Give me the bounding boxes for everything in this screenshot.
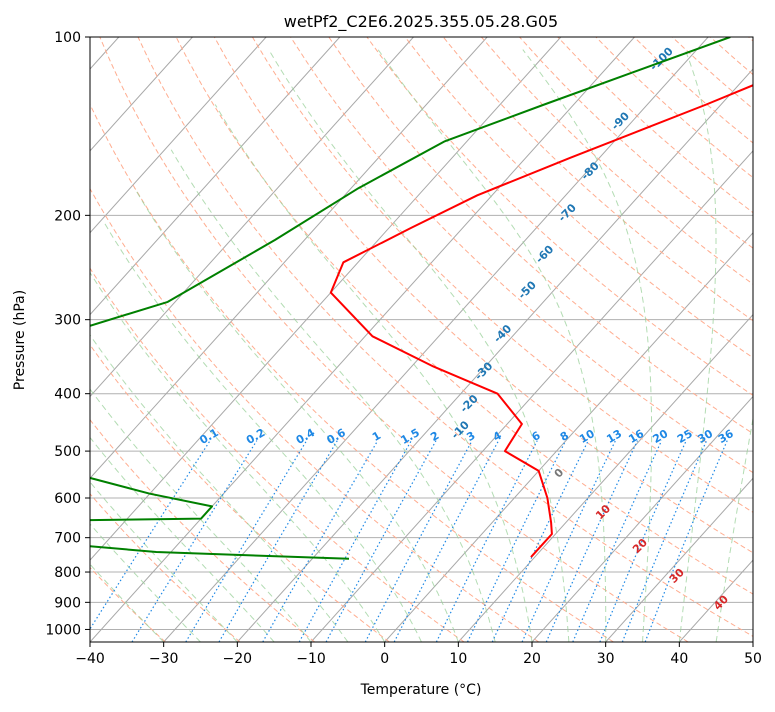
dry-adiabat-label: -20 [458,392,481,415]
dry-adiabat [291,37,775,642]
dry-adiabat [138,37,763,642]
dry-adiabat-label: -80 [579,159,602,182]
mixing-ratio-label: 25 [675,427,695,446]
moist-adiabat [0,367,200,642]
isotherm-gridline [0,37,266,642]
mixing-ratio-label: 2 [428,429,441,444]
x-tick-label: 40 [670,651,688,667]
x-tick-label: −10 [296,651,326,667]
moist-adiabat-label: 40 [711,592,731,612]
x-tick-label: −40 [75,651,105,667]
dry-adiabat [252,37,775,642]
moist-adiabat-label: 0 [552,466,567,481]
x-tick-label: 50 [744,651,762,667]
x-tick-label: 10 [449,651,467,667]
dry-adiabat [558,37,775,642]
moist-adiabat [77,251,385,642]
mixing-ratio-label: 6 [529,429,542,444]
y-tick-label: 1000 [45,622,81,638]
dry-adiabat-label: -60 [533,242,556,265]
mixing-ratio-line [492,441,588,642]
y-tick-label: 900 [54,595,81,611]
dry-adiabat-label: -30 [472,359,495,382]
dry-adiabat-label: -90 [609,109,632,132]
mixing-ratio-label: 13 [604,427,624,446]
mixing-ratio-line [219,441,337,642]
x-tick-label: −30 [149,651,179,667]
isotherm-gridline [532,37,775,642]
y-tick-label: 200 [54,208,81,224]
mixing-ratio-line [522,441,615,642]
dry-adiabat-label: -50 [516,278,539,301]
mixing-ratio-label: 4 [491,429,504,444]
mixing-ratio-label: 30 [695,427,715,446]
isotherm-gridline [753,37,775,642]
isotherm-gridline [0,37,193,642]
dry-adiabat [634,37,775,642]
moist-adiabat [0,384,164,642]
mixing-ratio-label: 36 [716,427,736,446]
mixing-ratio-line [326,441,436,642]
isotherm-gridline [0,37,487,642]
y-tick-label: 500 [54,444,81,460]
mixing-ratio-line [365,441,472,642]
dry-adiabat [24,37,539,642]
moist-adiabat [32,302,311,642]
dry-adiabat [0,37,389,642]
dry-adiabat [100,37,688,642]
x-axis-title: Temperature (°C) [360,682,482,698]
y-tick-label: 700 [54,531,81,547]
dry-adiabat [176,37,775,642]
moist-adiabat-label: 20 [630,536,650,556]
isotherm-gridline [385,37,775,642]
x-tick-label: −20 [223,651,253,667]
x-tick-label: 20 [523,651,541,667]
mixing-ratio-label: 0.1 [197,426,220,447]
dry-adiabat [329,37,775,642]
moist-adiabat [523,50,652,642]
moist-adiabat [269,50,569,642]
y-tick-label: 800 [54,565,81,581]
mixing-ratio-label: 1 [370,429,383,444]
y-tick-label: 300 [54,313,81,329]
moist-adiabat [135,188,459,642]
dry-adiabat [0,37,464,642]
mixing-ratio-label: 0.4 [294,426,318,447]
dry-adiabat [0,37,240,642]
mixing-ratio-line [299,441,411,642]
x-tick-label: 0 [380,651,389,667]
y-tick-label: 600 [54,491,81,507]
moist-adiabat [679,50,716,642]
dry-adiabat [367,37,775,642]
isotherm-gridline [0,37,414,642]
dry-adiabat-label: -40 [491,322,514,345]
dry-adiabat [710,37,775,642]
chart-title: wetPf2_C2E6.2025.355.05.28.G05 [284,12,558,32]
moist-adiabat-label: 10 [593,502,613,522]
moist-adiabat-label: 30 [667,566,687,586]
mixing-ratio-label: 0.2 [244,426,267,447]
mixing-ratio-label: 0.6 [324,426,348,447]
x-tick-label: 30 [597,651,615,667]
dry-adiabat [749,37,775,642]
isotherm-gridline [90,37,635,642]
mixing-ratio-line [263,441,378,642]
mixing-ratio-label: 1.5 [399,426,422,447]
moist-adiabat [53,278,347,642]
mixing-ratio-label: 20 [650,427,670,446]
y-axis-title: Pressure (hPa) [12,290,28,390]
y-tick-label: 100 [54,30,81,46]
y-tick-label: 400 [54,387,81,403]
isotherm-gridline [164,37,709,642]
